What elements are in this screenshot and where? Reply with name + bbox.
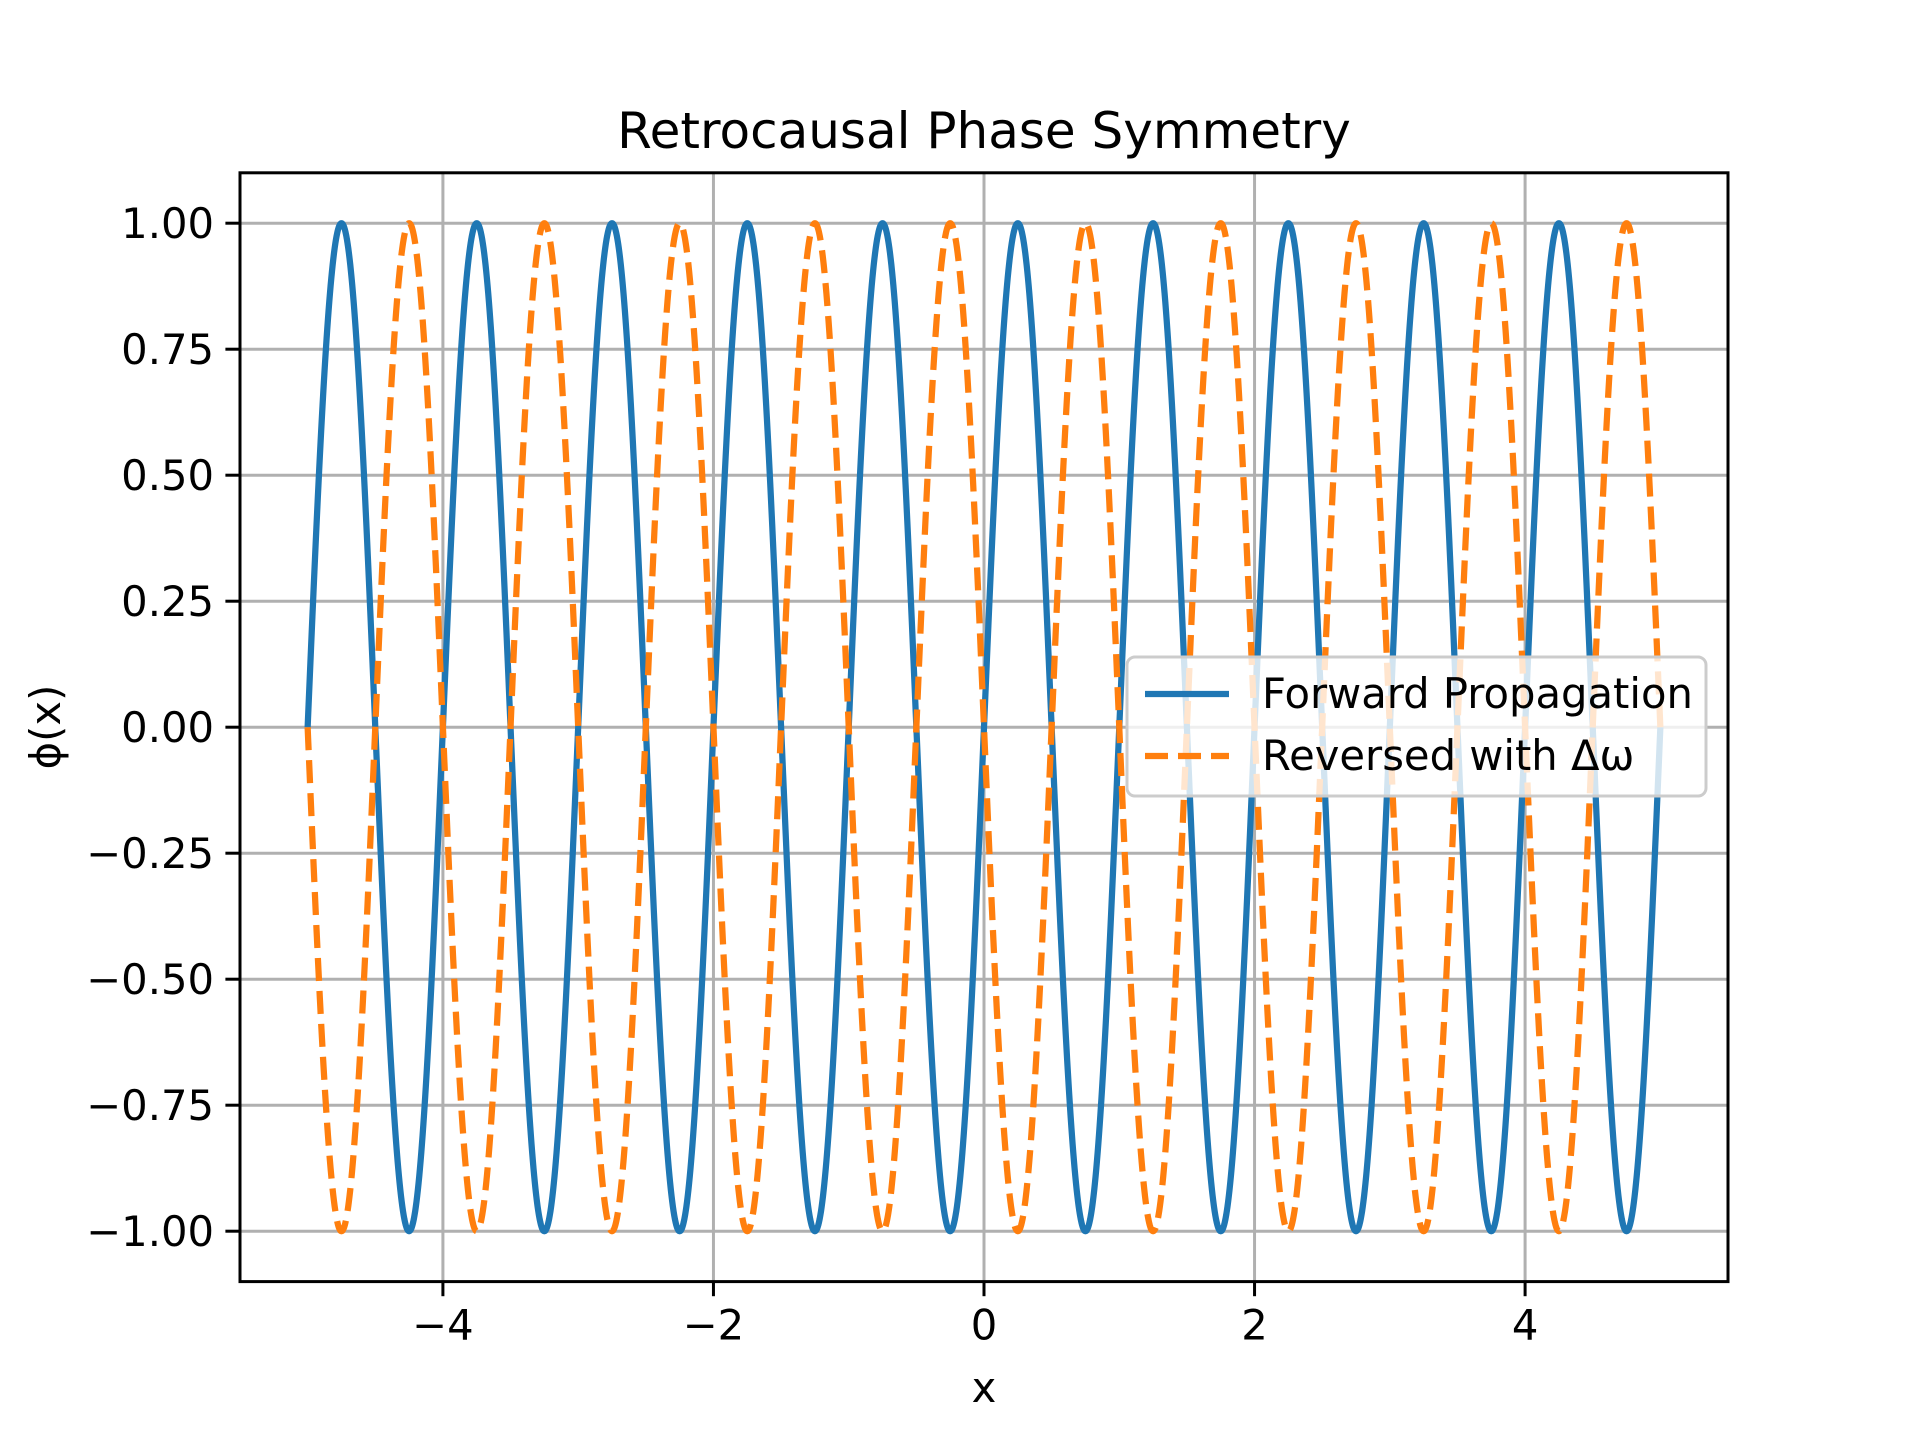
chart-title: Retrocausal Phase Symmetry — [617, 102, 1351, 160]
y-tick-label: 0.25 — [121, 577, 214, 626]
legend-label-reversed: Reversed with Δω — [1262, 731, 1634, 780]
y-tick-label: 1.00 — [121, 199, 214, 248]
y-tick-label: −0.50 — [86, 955, 214, 1004]
series-line-forward — [304, 220, 1664, 1235]
y-tick-label: −0.75 — [86, 1081, 214, 1130]
y-tick-label: 0.75 — [121, 325, 214, 374]
y-tick-label: −0.25 — [86, 829, 214, 878]
y-tick-label: 0.00 — [121, 703, 214, 752]
y-tick-label: −1.00 — [86, 1207, 214, 1256]
x-tick-label: 0 — [971, 1301, 998, 1350]
x-tick-label: −2 — [683, 1301, 744, 1350]
x-axis-label: x — [972, 1363, 997, 1412]
x-tick-label: 4 — [1512, 1301, 1539, 1350]
series-line-reversed — [304, 220, 1664, 1235]
y-axis-label: ϕ(x) — [21, 685, 70, 770]
series-group — [304, 220, 1664, 1235]
ticks: −4 −2 0 2 4 −1.00 −0.75 −0.50 −0.25 0.00 0.25 0.50 0… — [86, 199, 1538, 1349]
legend: Forward Propagation Reversed with Δω — [1125, 655, 1708, 798]
x-tick-label: 2 — [1241, 1301, 1268, 1350]
legend-label-forward: Forward Propagation — [1262, 669, 1693, 718]
y-tick-label: 0.50 — [121, 451, 214, 500]
x-tick-label: −4 — [412, 1301, 473, 1350]
